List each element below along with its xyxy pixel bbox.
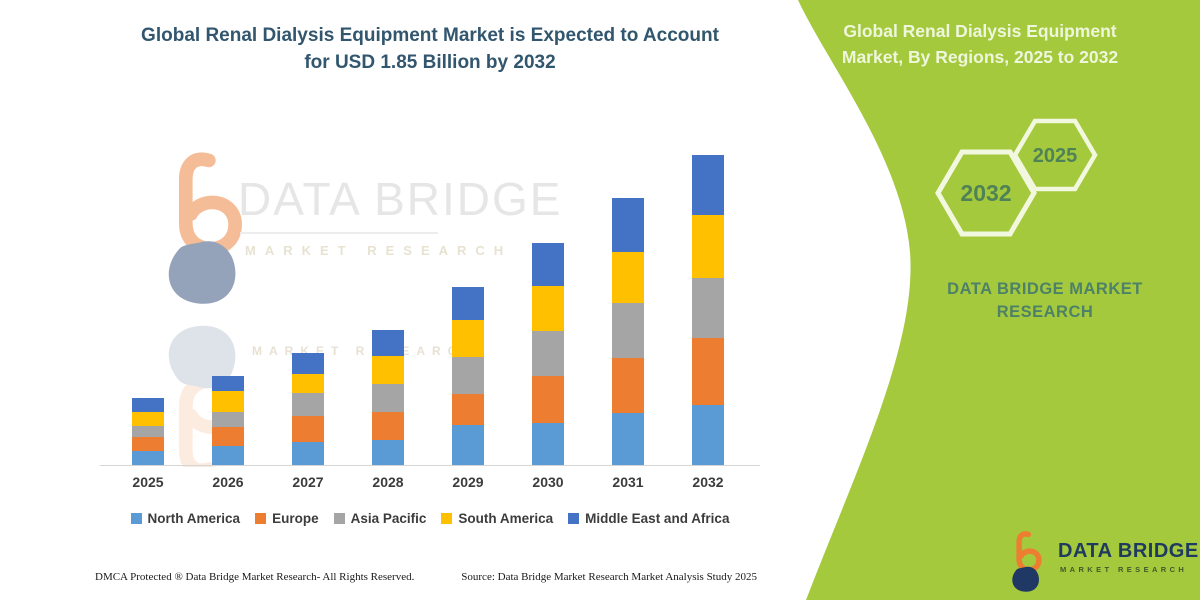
- x-label-2025: 2025: [132, 474, 164, 490]
- bar-2030-europe: [532, 376, 564, 423]
- bar-2028-europe: [372, 412, 404, 440]
- bar-2032-asia-pacific: [692, 278, 724, 338]
- legend-label: Europe: [272, 511, 319, 526]
- legend-item-north-america: North America: [130, 511, 241, 526]
- logo-wordmark: DATA BRIDGE: [1058, 540, 1199, 562]
- bar-2028-middle-east-and-africa: [372, 330, 404, 356]
- x-label-2031: 2031: [612, 474, 644, 490]
- data-bridge-logo-icon: [1012, 531, 1042, 592]
- x-label-2029: 2029: [452, 474, 484, 490]
- chart-title-line2: for USD 1.85 Billion by 2032: [304, 52, 556, 73]
- bar-2032: [692, 155, 724, 465]
- bar-2028-south-america: [372, 356, 404, 384]
- bar-2025-south-america: [132, 412, 164, 426]
- legend-swatch-icon: [441, 513, 453, 524]
- legend-item-europe: Europe: [255, 511, 319, 526]
- x-label-2030: 2030: [532, 474, 564, 490]
- bar-2031-south-america: [612, 252, 644, 303]
- x-axis-labels: 2025 2026 2027 2028 2029 2030 2031 2032: [100, 474, 760, 494]
- legend-swatch-icon: [130, 513, 142, 524]
- panel-header-line2: Market, By Regions, 2025 to 2032: [841, 47, 1119, 67]
- x-label-2032: 2032: [692, 474, 724, 490]
- footer-dmca-text: DMCA Protected ® Data Bridge Market Rese…: [95, 571, 415, 583]
- legend-item-south-america: South America: [441, 511, 553, 526]
- bar-2029-europe: [452, 394, 484, 425]
- chart-legend: North America Europe Asia Pacific South Ame…: [90, 511, 770, 526]
- bar-2027: [292, 353, 324, 465]
- bar-2028-asia-pacific: [372, 384, 404, 412]
- bar-2031-europe: [612, 358, 644, 413]
- legend-swatch-icon: [333, 513, 345, 524]
- bar-2029-north-america: [452, 425, 484, 465]
- footer-source-text: Source: Data Bridge Market Research Mark…: [461, 571, 757, 583]
- legend-label: Middle East and Africa: [585, 511, 730, 526]
- panel-brand-text: DATA BRIDGE MARKET RESEARCH: [920, 278, 1170, 324]
- panel-brand-line1: DATA BRIDGE MARKET: [947, 280, 1143, 298]
- legend-label: North America: [147, 511, 241, 526]
- legend-label: South America: [458, 511, 554, 526]
- footer: DMCA Protected ® Data Bridge Market Rese…: [95, 571, 757, 583]
- x-label-2028: 2028: [372, 474, 404, 490]
- panel-brand-line2: RESEARCH: [996, 303, 1094, 321]
- bar-2032-north-america: [692, 405, 724, 465]
- bar-2029: [452, 287, 484, 465]
- legend-swatch-icon: [255, 513, 267, 524]
- watermark-subtext: MARKET RESEARCH: [245, 243, 513, 258]
- bar-2027-asia-pacific: [292, 393, 324, 416]
- bar-2029-asia-pacific: [452, 357, 484, 394]
- legend-label: Asia Pacific: [350, 511, 427, 526]
- logo-tagline: MARKET RESEARCH: [1060, 565, 1188, 574]
- bar-2031-middle-east-and-africa: [612, 198, 644, 252]
- x-label-2026: 2026: [212, 474, 244, 490]
- bar-2025-europe: [132, 437, 164, 451]
- bar-2032-middle-east-and-africa: [692, 155, 724, 215]
- bar-2030-south-america: [532, 286, 564, 331]
- chart-title: Global Renal Dialysis Equipment Market i…: [50, 22, 810, 76]
- legend-swatch-icon: [568, 513, 580, 524]
- bar-2026-asia-pacific: [212, 412, 244, 427]
- bar-chart-plot-area: [100, 139, 760, 466]
- bar-2027-middle-east-and-africa: [292, 353, 324, 374]
- bar-2032-south-america: [692, 215, 724, 278]
- bar-2030-middle-east-and-africa: [532, 243, 564, 286]
- watermark-text: DATA BRIDGE: [238, 173, 563, 225]
- bar-2030-asia-pacific: [532, 331, 564, 376]
- bar-2031-north-america: [612, 413, 644, 465]
- bar-2026-middle-east-and-africa: [212, 376, 244, 391]
- chart-title-line1: Global Renal Dialysis Equipment Market i…: [141, 25, 719, 46]
- bar-2028: [372, 330, 404, 465]
- legend-item-asia-pacific: Asia Pacific: [333, 511, 427, 526]
- bar-2031-asia-pacific: [612, 303, 644, 358]
- bar-2026-europe: [212, 427, 244, 446]
- panel-header: Global Renal Dialysis Equipment Market, …: [792, 18, 1168, 70]
- watermark-underline: [240, 232, 438, 234]
- bar-2025: [132, 398, 164, 465]
- bar-2026: [212, 376, 244, 465]
- panel-header-line1: Global Renal Dialysis Equipment: [843, 21, 1117, 41]
- bar-2025-north-america: [132, 451, 164, 465]
- legend-item-middle-east-and-africa: Middle East and Africa: [568, 511, 729, 526]
- bar-2030: [532, 243, 564, 465]
- bar-2028-north-america: [372, 440, 404, 465]
- bar-2030-north-america: [532, 423, 564, 465]
- bar-2026-north-america: [212, 446, 244, 465]
- bar-2027-north-america: [292, 442, 324, 465]
- bar-2032-europe: [692, 338, 724, 405]
- bar-2025-middle-east-and-africa: [132, 398, 164, 412]
- bar-2029-middle-east-and-africa: [452, 287, 484, 320]
- bar-2027-south-america: [292, 374, 324, 393]
- bar-2027-europe: [292, 416, 324, 442]
- bar-2031: [612, 198, 644, 465]
- bar-2026-south-america: [212, 391, 244, 412]
- x-label-2027: 2027: [292, 474, 324, 490]
- watermark-logo-icon: [168, 152, 242, 467]
- bar-2025-asia-pacific: [132, 426, 164, 437]
- green-panel-path: [798, 0, 1200, 600]
- bar-2029-south-america: [452, 320, 484, 357]
